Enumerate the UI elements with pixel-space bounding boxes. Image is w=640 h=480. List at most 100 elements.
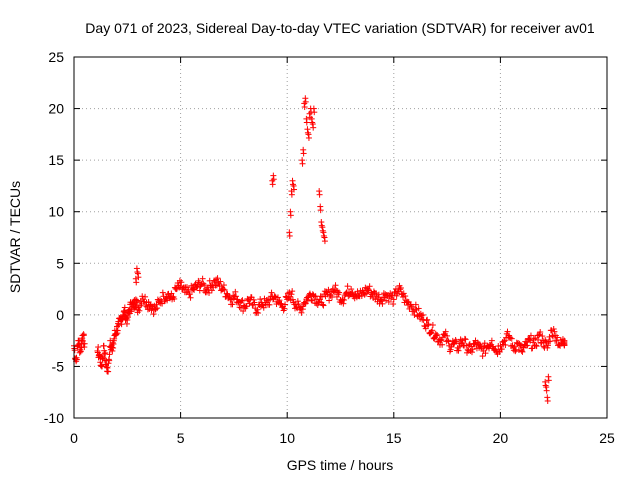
spike-point	[135, 274, 142, 281]
data-point	[223, 290, 230, 297]
data-point	[294, 298, 301, 305]
data-point	[425, 321, 432, 328]
grid-layer	[74, 57, 607, 418]
data-point	[393, 292, 400, 299]
data-point	[159, 289, 166, 296]
data-point	[178, 279, 185, 286]
x-tick-label: 10	[279, 430, 295, 446]
data-point	[299, 303, 306, 310]
spike-point	[287, 212, 294, 219]
data-point	[515, 346, 522, 353]
data-point	[115, 322, 122, 329]
data-point	[379, 300, 386, 307]
data-point	[136, 307, 143, 314]
data-point	[183, 284, 190, 291]
data-point	[208, 287, 215, 294]
data-point	[106, 351, 113, 358]
data-point	[463, 342, 470, 349]
data-point	[477, 342, 484, 349]
data-point	[101, 350, 108, 357]
spike-point	[270, 176, 277, 183]
data-point	[524, 342, 531, 349]
data-point	[121, 304, 128, 311]
x-tick-label: 20	[493, 430, 509, 446]
data-point	[390, 301, 397, 308]
data-point	[459, 339, 466, 346]
data-point	[95, 344, 102, 351]
data-point	[99, 363, 106, 370]
data-point	[522, 338, 529, 345]
data-point	[168, 290, 175, 297]
data-point	[193, 284, 200, 291]
data-point	[201, 282, 208, 289]
data-point	[400, 290, 407, 297]
data-point	[274, 294, 281, 301]
data-point	[461, 335, 468, 342]
data-point	[438, 336, 445, 343]
data-point	[385, 298, 392, 305]
data-point	[266, 301, 273, 308]
data-point	[377, 297, 384, 304]
data-point	[284, 290, 291, 297]
data-point	[288, 291, 295, 298]
data-point	[187, 294, 194, 301]
spike-point	[300, 150, 307, 157]
points-layer	[71, 95, 568, 404]
data-point	[530, 339, 537, 346]
data-point	[344, 283, 351, 290]
data-point	[156, 296, 163, 303]
data-point	[481, 340, 488, 347]
data-point	[326, 297, 333, 304]
chart-title: Day 071 of 2023, Sidereal Day-to-day VTE…	[85, 20, 595, 36]
spike-point	[309, 119, 316, 126]
data-point	[114, 327, 121, 334]
spike-point	[544, 397, 551, 404]
data-point	[243, 303, 250, 310]
x-tick-label: 0	[70, 430, 78, 446]
spike-point	[302, 98, 309, 105]
data-point	[535, 332, 542, 339]
data-point	[433, 332, 440, 339]
data-point	[447, 346, 454, 353]
data-point	[430, 335, 437, 342]
y-tick-label: 5	[56, 255, 64, 271]
data-point	[276, 297, 283, 304]
spike-point	[301, 104, 308, 111]
data-point	[387, 295, 394, 302]
data-point	[229, 301, 236, 308]
data-point	[265, 297, 272, 304]
data-point	[340, 300, 347, 307]
y-tick-label: -5	[52, 358, 65, 374]
spike-point	[291, 186, 298, 193]
data-point	[444, 337, 451, 344]
data-point	[255, 310, 262, 317]
data-point	[214, 275, 221, 282]
spike-point	[310, 124, 317, 131]
data-point	[448, 343, 455, 350]
data-point	[532, 342, 539, 349]
spike-point	[316, 191, 323, 198]
data-point	[518, 347, 525, 354]
data-point	[251, 299, 258, 306]
data-point	[533, 343, 540, 350]
data-point	[278, 300, 285, 307]
data-point	[363, 290, 370, 297]
data-point	[284, 296, 291, 303]
data-point	[139, 293, 146, 300]
data-point	[498, 346, 505, 353]
data-point	[423, 317, 430, 324]
data-point	[550, 325, 557, 332]
data-point	[199, 275, 206, 282]
data-point	[232, 288, 239, 295]
data-point	[77, 348, 84, 355]
data-point	[419, 311, 426, 318]
data-point	[502, 342, 509, 349]
data-point	[378, 298, 385, 305]
data-point	[442, 328, 449, 335]
data-point	[348, 286, 355, 293]
data-point	[424, 316, 431, 323]
data-point	[544, 344, 551, 351]
data-point	[238, 298, 245, 305]
data-point	[235, 298, 242, 305]
y-tick-label: 25	[48, 49, 64, 65]
